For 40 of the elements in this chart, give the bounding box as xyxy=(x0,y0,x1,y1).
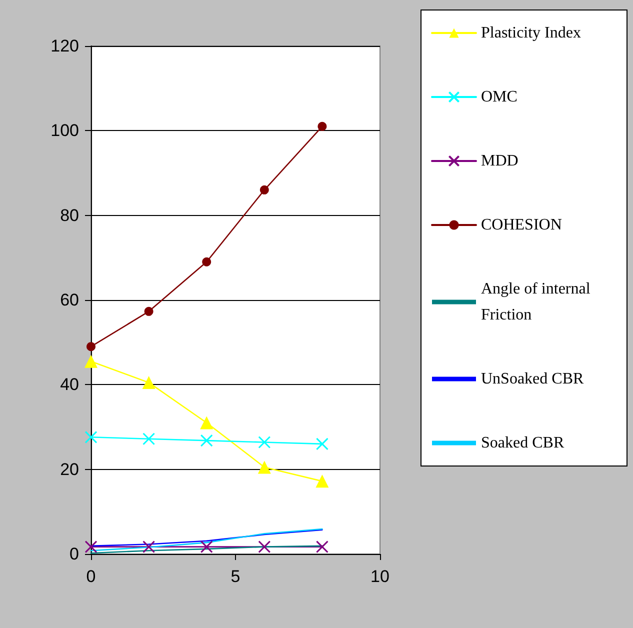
y-tick-label: 80 xyxy=(60,206,79,225)
point xyxy=(200,434,213,447)
point xyxy=(84,540,98,554)
point xyxy=(142,376,156,390)
line-series xyxy=(90,529,323,547)
point xyxy=(258,460,271,474)
point xyxy=(86,342,96,352)
point xyxy=(258,436,271,448)
point xyxy=(84,430,98,444)
point xyxy=(316,438,328,450)
y-tick-label: 120 xyxy=(50,36,79,56)
point xyxy=(142,432,156,446)
y-tick-label: 100 xyxy=(50,121,79,140)
point xyxy=(144,306,154,316)
point xyxy=(200,416,214,430)
legend-label: MDD xyxy=(481,152,518,170)
point xyxy=(316,474,329,488)
point xyxy=(84,354,98,368)
y-tick-label: 20 xyxy=(60,460,79,479)
y-tick-label: 60 xyxy=(60,290,79,310)
legend-label: COHESION xyxy=(481,216,562,234)
point xyxy=(200,540,213,554)
x-tick-label: 10 xyxy=(370,567,390,586)
legend-label: Soaked CBR xyxy=(481,434,564,452)
point xyxy=(318,122,327,131)
point xyxy=(316,540,328,554)
point xyxy=(202,257,212,266)
legend-label: OMC xyxy=(481,88,518,106)
legend-label: Angle of internal Friction xyxy=(481,280,594,324)
point xyxy=(260,185,269,194)
line-series xyxy=(90,545,323,554)
line-series xyxy=(90,528,323,552)
point xyxy=(142,540,156,554)
point xyxy=(258,540,271,554)
legend-label: Plasticity Index xyxy=(481,24,581,42)
x-tick-label: 0 xyxy=(86,567,96,586)
y-tick-label: 0 xyxy=(70,544,79,564)
y-tick-label: 40 xyxy=(60,375,79,394)
legend-label: UnSoaked CBR xyxy=(481,370,584,388)
x-tick-label: 5 xyxy=(230,567,240,586)
